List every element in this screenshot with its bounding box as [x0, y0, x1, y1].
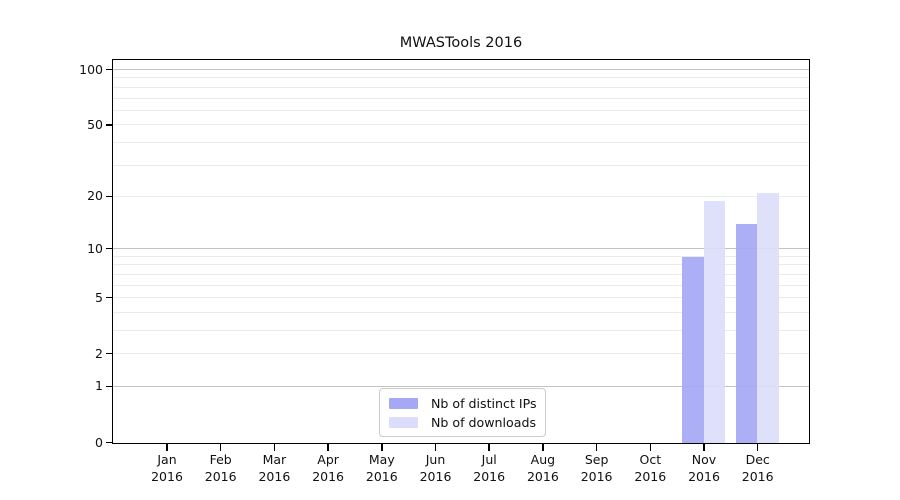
x-tick	[649, 444, 652, 451]
gridline-minor	[113, 195, 809, 197]
y-tick	[105, 296, 112, 299]
plot-area	[112, 59, 810, 444]
x-tick-year: 2016	[258, 468, 291, 484]
x-tick-month: Apr	[317, 452, 339, 467]
y-tick	[105, 68, 112, 71]
x-tick-year: 2016	[151, 468, 183, 484]
y-tick	[105, 195, 112, 198]
x-tick-year: 2016	[419, 468, 452, 484]
x-tick-year: 2016	[634, 468, 667, 484]
gridline-minor	[113, 109, 809, 111]
x-tick-label: Jan 2016	[140, 452, 194, 485]
gridline-minor	[113, 255, 809, 257]
x-tick-month: May	[368, 452, 395, 467]
y-tick-label: 1	[95, 378, 103, 394]
gridline-minor	[113, 273, 809, 275]
chart-title: MWASTools 2016	[399, 35, 523, 51]
x-tick-month: Sep	[584, 452, 609, 467]
y-tick	[105, 385, 112, 388]
x-tick-label: Dec 2016	[731, 452, 785, 485]
gridline-minor	[113, 164, 809, 166]
y-tick	[105, 124, 112, 126]
x-tick-month: Dec	[745, 452, 770, 467]
legend-item-downloads: Nb of downloads	[389, 415, 536, 430]
x-tick-label: Apr 2016	[301, 452, 355, 485]
y-tick	[105, 247, 112, 250]
gridline-minor	[113, 284, 809, 286]
x-tick-month: Aug	[530, 452, 556, 467]
x-tick-label: Jul 2016	[462, 452, 516, 485]
bars-layer	[113, 60, 809, 443]
x-tick-year: 2016	[741, 468, 774, 484]
x-tick	[166, 444, 168, 451]
x-tick	[595, 444, 598, 451]
x-tick	[488, 444, 490, 451]
gridlines-layer	[113, 60, 809, 443]
y-tick	[105, 441, 112, 444]
legend: Nb of distinct IPs Nb of downloads	[379, 388, 546, 437]
legend-swatch-distinct-ips	[389, 397, 418, 409]
y-tick-label: 5	[95, 289, 103, 305]
x-tick	[381, 444, 383, 451]
x-tick-year: 2016	[473, 468, 506, 484]
bar-distinct-ips-nov	[682, 256, 704, 443]
x-tick-label: Aug 2016	[516, 452, 570, 485]
legend-label-downloads: Nb of downloads	[431, 414, 537, 430]
x-tick	[542, 444, 544, 451]
gridline-minor	[113, 86, 809, 88]
x-tick	[756, 444, 759, 451]
legend-label-distinct-ips: Nb of distinct IPs	[431, 395, 537, 411]
x-tick	[327, 444, 329, 451]
bar-distinct-ips-dec	[735, 224, 758, 443]
y-tick-label: 50	[87, 116, 103, 132]
gridline-major	[113, 69, 809, 71]
gridline-minor	[113, 311, 809, 313]
x-tick-year: 2016	[312, 468, 344, 484]
y-tick-label: 2	[95, 345, 103, 361]
gridline-minor	[113, 141, 809, 143]
x-tick	[273, 444, 276, 451]
gridline-minor	[113, 329, 809, 331]
x-tick-month: Jun	[425, 452, 446, 467]
x-tick-month: Feb	[209, 452, 232, 467]
x-tick	[219, 444, 222, 451]
x-tick-label: Mar 2016	[247, 452, 301, 485]
x-tick	[434, 444, 437, 451]
gridline-minor	[113, 297, 809, 299]
x-tick-label: May 2016	[355, 452, 409, 485]
x-tick-label: Sep 2016	[570, 452, 624, 485]
x-tick-month: Jan	[157, 452, 177, 467]
x-tick-label: Nov 2016	[677, 452, 731, 485]
y-tick-label: 20	[87, 188, 103, 204]
x-tick-month: Nov	[691, 452, 717, 467]
y-tick	[105, 352, 112, 355]
x-tick-year: 2016	[204, 468, 237, 484]
bar-downloads-nov	[703, 200, 725, 443]
bar-downloads-dec	[757, 193, 779, 443]
x-tick-label: Feb 2016	[194, 452, 248, 485]
gridline-minor	[113, 353, 809, 355]
y-tick-label: 0	[95, 434, 103, 450]
legend-swatch-downloads	[389, 416, 418, 428]
x-tick-label: Oct 2016	[623, 452, 677, 485]
x-tick-year: 2016	[580, 468, 613, 484]
gridline-minor	[113, 97, 809, 99]
x-tick-month: Oct	[639, 452, 662, 467]
y-tick-label: 10	[87, 240, 103, 256]
x-tick-label: Jun 2016	[409, 452, 463, 485]
x-tick-year: 2016	[526, 468, 559, 484]
gridline-minor	[113, 264, 809, 266]
y-tick-label: 100	[79, 61, 103, 77]
x-tick-month: Jul	[481, 452, 497, 467]
gridline-minor	[113, 77, 809, 79]
x-tick-year: 2016	[688, 468, 720, 484]
gridline-major	[113, 385, 809, 387]
x-tick	[703, 444, 705, 451]
gridline-major	[113, 248, 809, 250]
gridline-minor	[113, 124, 809, 126]
x-tick-year: 2016	[365, 468, 398, 484]
x-tick-month: Mar	[262, 452, 287, 467]
legend-item-distinct-ips: Nb of distinct IPs	[389, 395, 537, 411]
